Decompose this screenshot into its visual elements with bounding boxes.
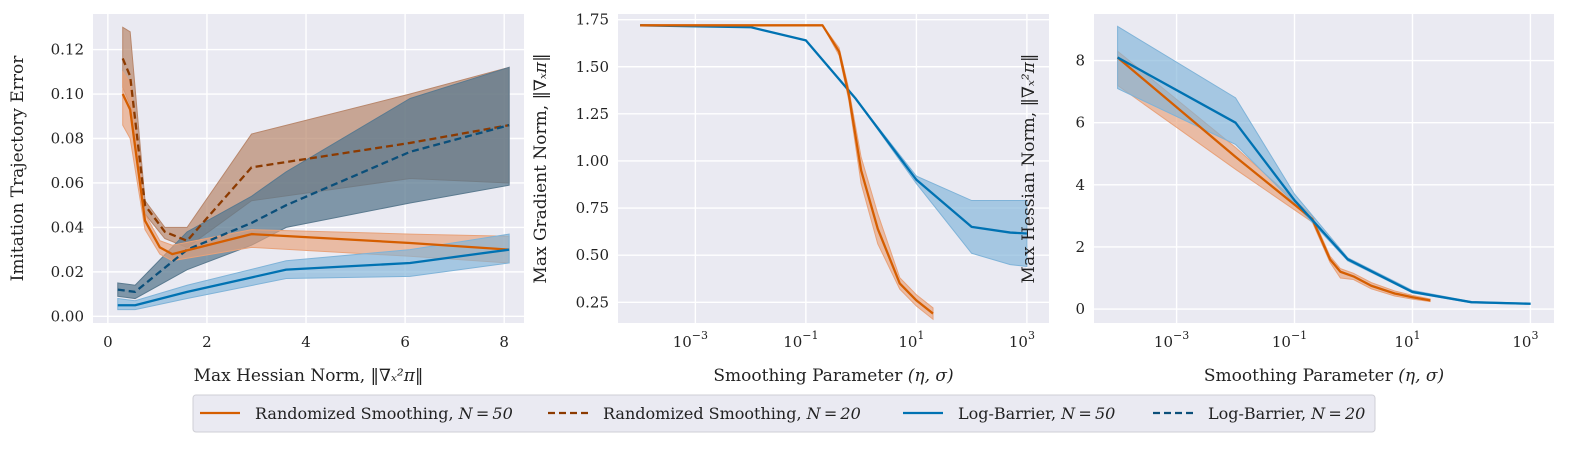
- x-tick-label: 10−1: [783, 329, 818, 351]
- y-tick-label: 1.00: [576, 152, 609, 170]
- confidence-band-rs50: [1117, 50, 1431, 303]
- y-tick-label: 0: [1075, 300, 1085, 318]
- y-axis-label: Max Hessian Norm, ‖∇ₓ²π‖: [1019, 54, 1039, 284]
- x-tick-label: 101: [898, 329, 924, 351]
- y-tick-label: 0.04: [51, 218, 84, 236]
- x-tick-label: 10−1: [1272, 329, 1307, 351]
- plot-area: [618, 14, 1049, 323]
- y-tick-label: 0.50: [576, 246, 609, 264]
- legend: Randomized Smoothing, N = 50 Randomized S…: [192, 394, 1376, 433]
- y-tick-label: 0.75: [576, 199, 609, 217]
- x-tick-label: 0: [103, 333, 113, 351]
- y-tick-label: 8: [1075, 52, 1085, 70]
- y-tick-label: 2: [1075, 238, 1085, 256]
- legend-label-rs50: Randomized Smoothing, N = 50: [255, 404, 513, 423]
- chart-panel-trajectory-error: 0 2 4 6 8 0.00 0.02 0.04 0.06 0.08 0.10 0.12 Max Hes…: [8, 14, 524, 386]
- x-tick-label: 10−3: [673, 329, 708, 351]
- y-tick-label: 1.75: [576, 11, 609, 29]
- y-axis-label: Max Gradient Norm, ‖∇ₓπ‖: [531, 53, 551, 283]
- y-tick-label: 0.10: [51, 85, 84, 103]
- y-tick-label: 6: [1075, 114, 1085, 132]
- y-tick-label: 1.50: [576, 58, 609, 76]
- y-tick-label: 1.25: [576, 105, 609, 123]
- y-axis-label: Imitation Trajectory Error: [8, 55, 28, 282]
- series-line-rs50: [640, 24, 934, 315]
- series-line-rs50: [121, 93, 510, 256]
- x-axis-label: Smoothing Parameter (η, σ): [1204, 366, 1444, 386]
- legend-box: [192, 394, 1376, 433]
- y-tick-label: 0.25: [576, 293, 609, 311]
- confidence-band-lb50: [117, 233, 510, 311]
- chart-panel-hessian-norm: 10−3 10−1 101 103 0 2 4 6 8 Smoothing Parameter (…: [1019, 14, 1554, 386]
- y-tick-label: 0.02: [51, 263, 84, 281]
- legend-label-lb20: Log-Barrier, N = 20: [1208, 404, 1365, 423]
- series-line-lb20: [117, 124, 510, 294]
- series-line-lb50: [1117, 56, 1531, 305]
- x-tick-label: 8: [499, 333, 509, 351]
- confidence-band-lb50: [1117, 25, 1531, 305]
- x-tick-label: 10−3: [1154, 329, 1189, 351]
- x-tick-label: 101: [1394, 329, 1420, 351]
- x-tick-label: 103: [1512, 329, 1538, 351]
- x-axis-label: Max Hessian Norm, ‖∇ₓ²π‖: [194, 366, 424, 386]
- y-tick-label: 0.08: [51, 129, 84, 147]
- y-tick-label: 0.12: [51, 41, 84, 59]
- y-tick-label: 0.06: [51, 174, 84, 192]
- x-tick-label: 6: [400, 333, 410, 351]
- chart-panel-gradient-norm: 10−3 10−1 101 103 0.25 0.50 0.75 1.00 1.25 1.50 1.…: [531, 11, 1049, 386]
- series-line-rs50: [1116, 56, 1431, 302]
- y-tick-label: 4: [1075, 176, 1085, 194]
- series-line-lb50: [117, 248, 510, 307]
- legend-label-rs20: Randomized Smoothing, N = 20: [603, 404, 861, 423]
- y-tick-label: 0.00: [51, 307, 84, 325]
- x-tick-label: 4: [301, 333, 311, 351]
- x-axis-label: Smoothing Parameter (η, σ): [713, 366, 953, 386]
- legend-label-lb50: Log-Barrier, N = 50: [958, 404, 1115, 423]
- x-tick-label: 103: [1009, 329, 1035, 351]
- series-line-lb50: [640, 24, 1027, 235]
- x-tick-label: 2: [202, 333, 212, 351]
